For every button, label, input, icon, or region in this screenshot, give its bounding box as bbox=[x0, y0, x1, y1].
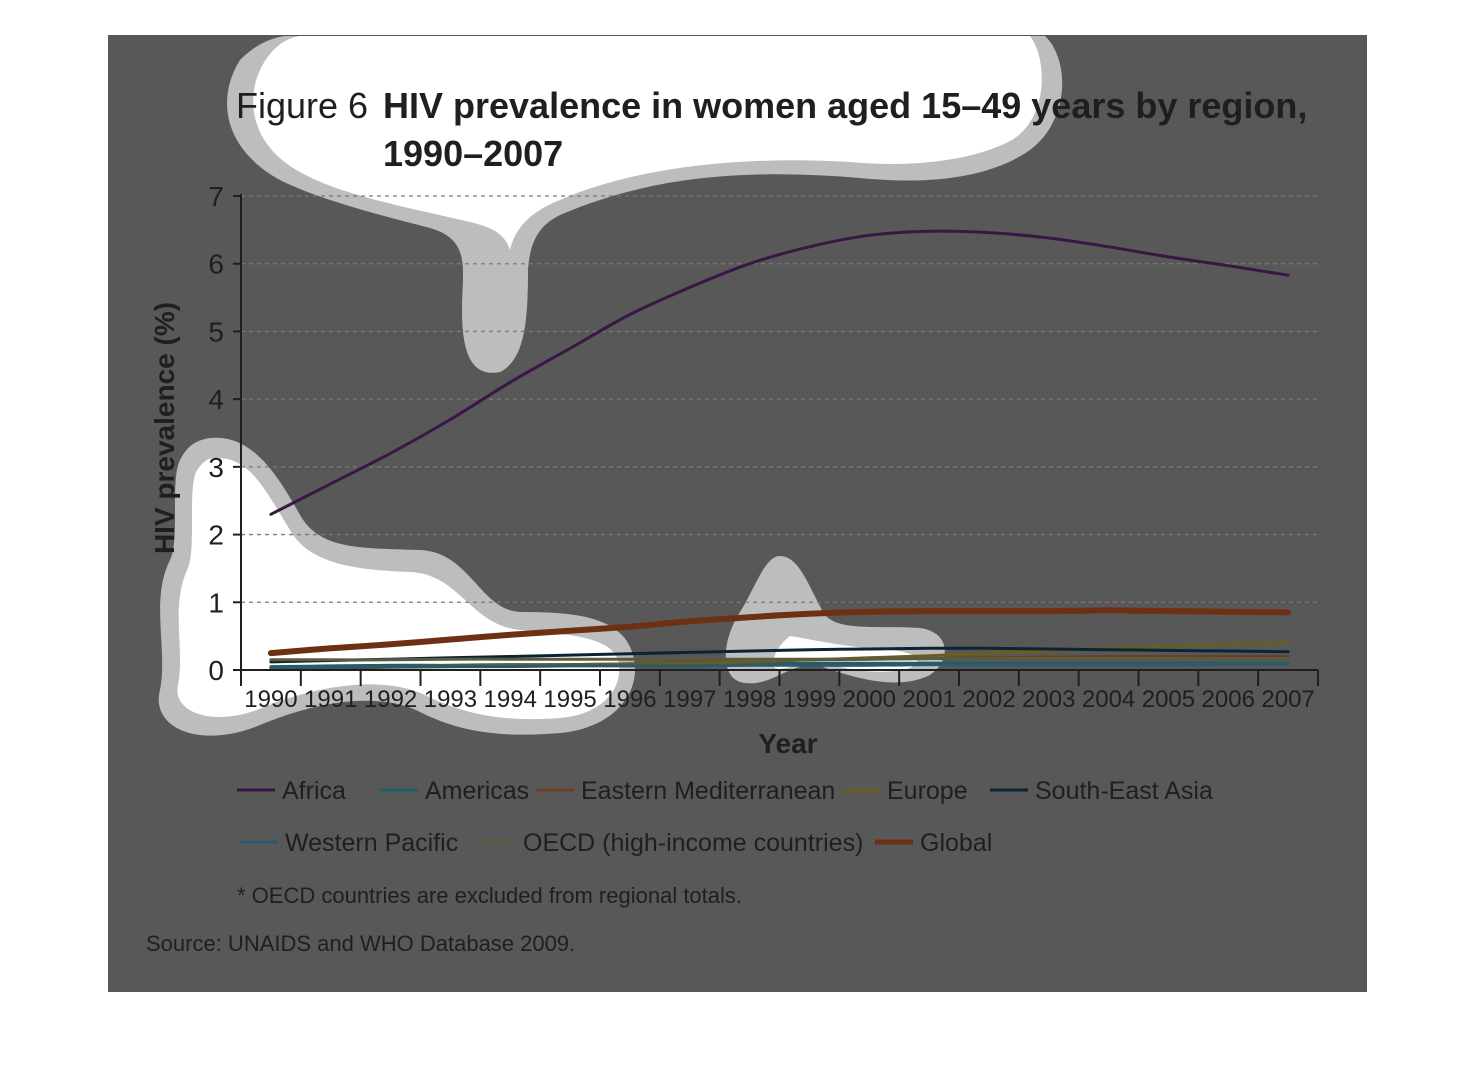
figure-label: Figure 6 bbox=[236, 85, 368, 126]
top-blob bbox=[253, 36, 1042, 250]
series-line-global bbox=[267, 607, 1292, 657]
y-tick-label: 0 bbox=[208, 655, 224, 686]
x-tick-label: 1995 bbox=[543, 686, 596, 713]
legend: Africa Americas Eastern Mediterranean Europ… bbox=[237, 777, 1213, 857]
axes bbox=[233, 194, 1319, 686]
x-tick-label: 2006 bbox=[1202, 686, 1255, 713]
x-tick-label: 2004 bbox=[1082, 686, 1135, 713]
y-tick-label: 3 bbox=[208, 452, 224, 483]
legend-label: South-East Asia bbox=[1035, 777, 1213, 805]
x-tick-label: 1998 bbox=[723, 686, 776, 713]
footnote: * OECD countries are excluded from regio… bbox=[237, 883, 742, 908]
legend-label: Western Pacific bbox=[285, 829, 458, 857]
chart-title-line2: 1990–2007 bbox=[383, 133, 563, 174]
x-tick-label: 2005 bbox=[1142, 686, 1195, 713]
series-line-africa bbox=[269, 229, 1290, 516]
x-tick-label: 1993 bbox=[424, 686, 477, 713]
x-tick-label: 1992 bbox=[364, 686, 417, 713]
source-note: Source: UNAIDS and WHO Database 2009. bbox=[146, 931, 575, 956]
legend-label: Africa bbox=[282, 777, 346, 805]
series-line-oecd-high-income-countries bbox=[269, 656, 1290, 662]
x-tick-label: 1991 bbox=[304, 686, 357, 713]
y-tick-label: 2 bbox=[208, 520, 224, 551]
legend-label: Europe bbox=[887, 777, 968, 805]
x-tick-label: 1990 bbox=[244, 686, 297, 713]
y-tick-label: 1 bbox=[208, 587, 224, 618]
x-tick-label: 1996 bbox=[603, 686, 656, 713]
legend-label: Americas bbox=[425, 777, 529, 805]
y-tick-label: 6 bbox=[208, 249, 224, 280]
series-lines bbox=[267, 229, 1292, 671]
y-tick-label: 5 bbox=[208, 316, 224, 347]
x-tick-label: 1999 bbox=[783, 686, 836, 713]
legend-label: Global bbox=[920, 829, 992, 857]
x-tick-label: 2000 bbox=[843, 686, 896, 713]
legend-label: OECD (high-income countries) bbox=[523, 829, 863, 857]
legend-label: Eastern Mediterranean bbox=[581, 777, 835, 805]
left-blob bbox=[177, 457, 620, 720]
x-axis-label: Year bbox=[758, 728, 817, 759]
x-tick-label: 1994 bbox=[484, 686, 537, 713]
series-line-western-pacific bbox=[269, 662, 1290, 669]
x-tick-label: 2007 bbox=[1261, 686, 1314, 713]
x-tick-labels: 1990 1991 1992 1993 1994 1995 1996 1997 1998 1999… bbox=[244, 686, 1315, 713]
y-tick-labels: 0 1 2 3 4 5 6 7 bbox=[208, 181, 224, 686]
x-tick-label: 1997 bbox=[663, 686, 716, 713]
x-tick-label: 2001 bbox=[902, 686, 955, 713]
y-tick-label: 7 bbox=[208, 181, 224, 212]
y-tick-label: 4 bbox=[208, 384, 224, 415]
x-tick-label: 2003 bbox=[1022, 686, 1075, 713]
x-tick-label: 2002 bbox=[962, 686, 1015, 713]
gridlines bbox=[241, 195, 1318, 603]
y-axis-label: HIV prevalence (%) bbox=[149, 302, 180, 554]
chart-title-line1: HIV prevalence in women aged 15–49 years… bbox=[383, 85, 1307, 126]
